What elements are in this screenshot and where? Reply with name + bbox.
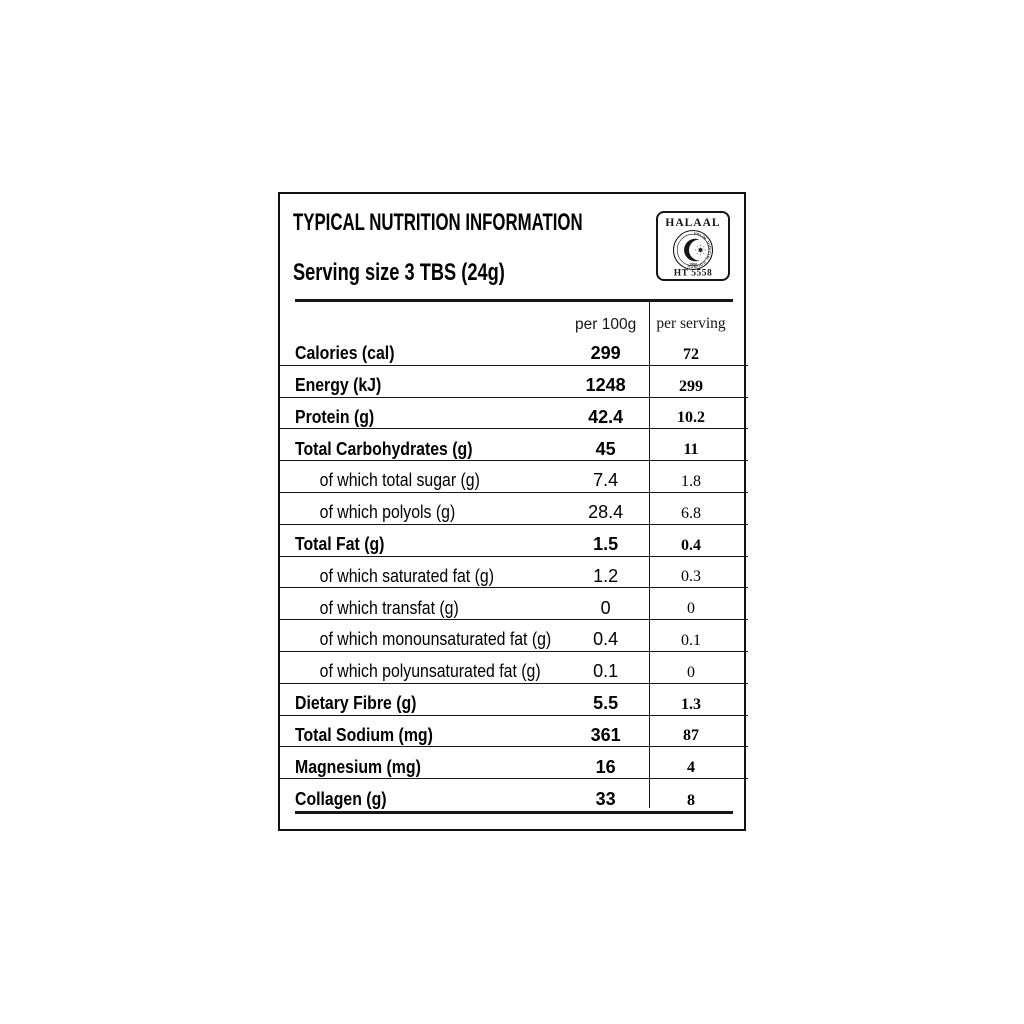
svg-text:HALAAL: HALAAL bbox=[665, 217, 720, 229]
svg-text:1994: 1994 bbox=[689, 263, 697, 267]
svg-text:HT 5558: HT 5558 bbox=[674, 269, 712, 279]
